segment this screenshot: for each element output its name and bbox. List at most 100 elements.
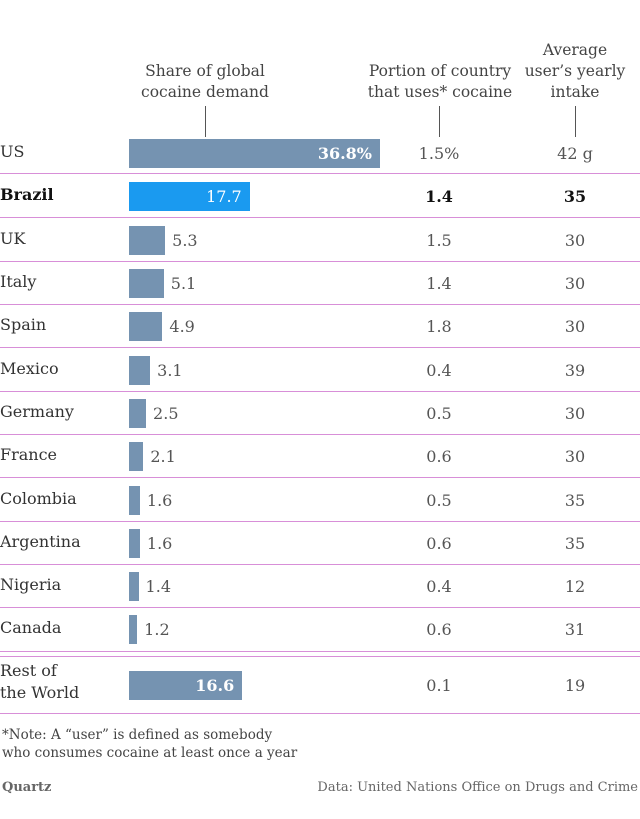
portion-value-text: 0.6 bbox=[426, 447, 452, 466]
share-bar bbox=[129, 269, 164, 298]
intake-value-text: 30 bbox=[564, 317, 586, 336]
portion-value-text: 1.5 bbox=[426, 231, 452, 250]
portion-header-line-1: Portion of country bbox=[368, 62, 512, 80]
portion-value-text: 0.6 bbox=[426, 620, 452, 639]
country-label: France bbox=[0, 445, 58, 464]
country-label: Colombia bbox=[0, 489, 77, 508]
country-label: Spain bbox=[0, 315, 47, 334]
intake-header-tick bbox=[575, 106, 576, 137]
row-separator bbox=[0, 434, 640, 435]
intake-value-text: 12 bbox=[564, 577, 586, 596]
share-header-line-1: Share of global bbox=[145, 62, 265, 80]
portion-value-text: 0.4 bbox=[426, 361, 452, 380]
table-row: Argentina 1.6 0.6 35 bbox=[0, 527, 640, 561]
footnote-line-2: who consumes cocaine at least once a yea… bbox=[2, 745, 298, 761]
country-label: Rest of the World bbox=[0, 660, 79, 704]
intake-value-text: 30 bbox=[564, 231, 586, 250]
share-bar bbox=[129, 226, 166, 255]
intake-value-text: 35 bbox=[563, 187, 587, 206]
row-separator bbox=[0, 607, 640, 608]
country-label: Canada bbox=[0, 618, 62, 637]
portion-header-tick bbox=[439, 106, 440, 137]
table-row: France 2.1 0.6 30 bbox=[0, 440, 640, 474]
country-label: Mexico bbox=[0, 359, 59, 378]
brand-label: Quartz bbox=[2, 780, 52, 795]
intake-value-text: 42 g bbox=[557, 144, 593, 163]
share-bar bbox=[129, 356, 151, 385]
intake-header-line-1: Average bbox=[542, 41, 608, 59]
source-label: Data: United Nations Office on Drugs and… bbox=[317, 780, 638, 795]
country-label: Nigeria bbox=[0, 575, 62, 594]
portion-value-text: 0.5 bbox=[426, 404, 452, 423]
table-row: Rest of the World 16.6 0.1 19 bbox=[0, 661, 640, 708]
intake-value-text: 31 bbox=[564, 620, 586, 639]
share-bar bbox=[129, 572, 139, 601]
share-value-label: 1.2 bbox=[144, 620, 170, 639]
table-row: Germany 2.5 0.5 30 bbox=[0, 397, 640, 431]
row-separator bbox=[0, 173, 640, 174]
row-separator bbox=[0, 564, 640, 565]
country-label: US bbox=[0, 142, 25, 161]
share-bar bbox=[129, 529, 140, 558]
share-bar bbox=[129, 312, 163, 341]
share-value-label: 17.7 bbox=[206, 187, 242, 206]
country-label: Italy bbox=[0, 272, 37, 291]
portion-value-text: 0.4 bbox=[426, 577, 452, 596]
country-label-line-2: the World bbox=[0, 683, 80, 702]
share-value-label: 1.6 bbox=[146, 534, 173, 553]
share-bar bbox=[129, 182, 250, 211]
portion-value-text: 1.4 bbox=[425, 187, 453, 206]
portion-value-text: 1.5% bbox=[418, 144, 460, 163]
intake-value-text: 30 bbox=[564, 274, 586, 293]
share-value-label: 1.4 bbox=[145, 577, 171, 596]
share-value-label: 36.8% bbox=[317, 144, 372, 163]
table-row: Italy 5.1 1.4 30 bbox=[0, 267, 640, 301]
share-value-label: 5.3 bbox=[172, 231, 198, 250]
intake-value-text: 35 bbox=[564, 491, 586, 510]
share-value-label: 16.6 bbox=[195, 676, 235, 695]
share-header-tick bbox=[205, 106, 206, 137]
row-separator bbox=[0, 391, 640, 392]
row-separator bbox=[0, 477, 640, 478]
footnote: *Note: A “user” is defined as somebody w… bbox=[2, 726, 297, 762]
share-value-label: 4.9 bbox=[169, 317, 195, 336]
portion-value-text: 0.1 bbox=[426, 676, 452, 695]
share-value-label: 1.6 bbox=[146, 491, 173, 510]
portion-value-text: 0.5 bbox=[426, 491, 452, 510]
share-header-line-2: cocaine demand bbox=[141, 83, 269, 101]
portion-header-line-2: that uses* cocaine bbox=[367, 83, 513, 101]
row-separator bbox=[0, 713, 640, 714]
row-separator bbox=[0, 651, 640, 652]
country-label: Germany bbox=[0, 402, 74, 421]
intake-value-text: 35 bbox=[564, 534, 586, 553]
row-separator bbox=[0, 217, 640, 218]
row-separator bbox=[0, 347, 640, 348]
portion-value-text: 1.8 bbox=[426, 317, 452, 336]
country-label-line-1: Rest of bbox=[0, 661, 57, 680]
intake-value-text: 30 bbox=[564, 404, 586, 423]
portion-value-text: 1.4 bbox=[426, 274, 452, 293]
row-separator bbox=[0, 656, 640, 657]
intake-column-header: Average user’s yearly intake bbox=[515, 40, 635, 103]
share-value-label: 5.1 bbox=[170, 274, 197, 293]
share-value-label: 3.1 bbox=[157, 361, 183, 380]
intake-header-line-2: user’s yearly bbox=[524, 62, 626, 80]
table-row: Brazil 17.7 1.4 35 bbox=[0, 180, 640, 214]
share-bar bbox=[129, 139, 380, 168]
intake-value-text: 19 bbox=[564, 676, 586, 695]
table-row: Canada 1.2 0.6 31 bbox=[0, 613, 640, 647]
table-row: Mexico 3.1 0.4 39 bbox=[0, 354, 640, 388]
footnote-line-1: *Note: A “user” is defined as somebody bbox=[2, 727, 273, 743]
table-row: Colombia 1.6 0.5 35 bbox=[0, 484, 640, 518]
share-bar bbox=[129, 442, 144, 471]
country-label: Argentina bbox=[0, 532, 81, 551]
share-bar bbox=[129, 671, 243, 700]
country-label: UK bbox=[0, 229, 26, 248]
intake-value-text: 30 bbox=[564, 447, 586, 466]
share-bar bbox=[129, 399, 147, 428]
table-row: US 36.8% 1.5% 42 g bbox=[0, 137, 640, 171]
portion-column-header: Portion of country that uses* cocaine bbox=[360, 61, 520, 103]
share-column-header: Share of global cocaine demand bbox=[105, 61, 305, 103]
country-label: Brazil bbox=[0, 185, 54, 204]
